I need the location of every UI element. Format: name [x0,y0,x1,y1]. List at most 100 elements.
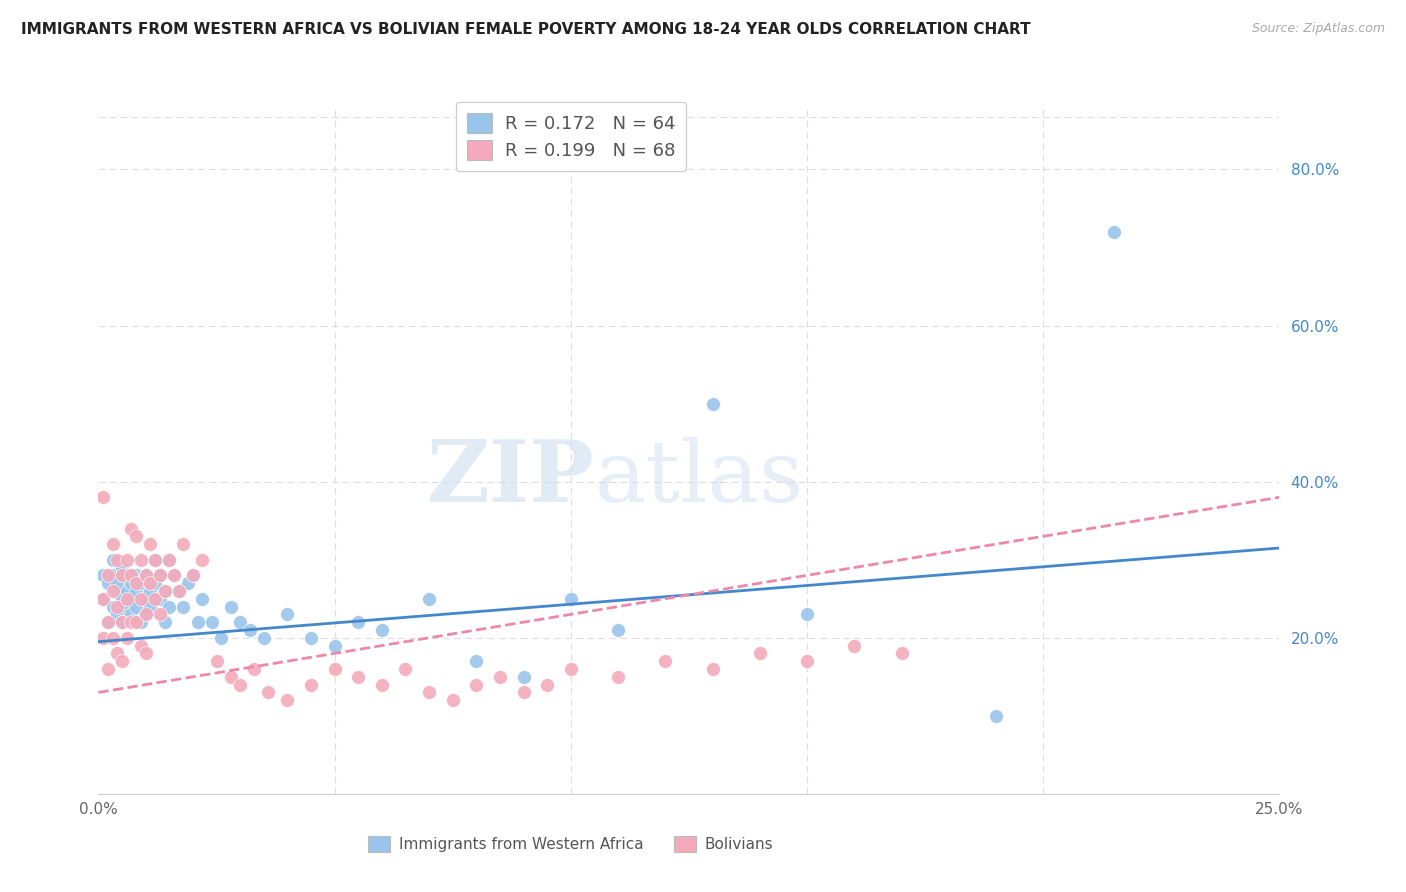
Point [105,552,128,567]
Point [163,568,186,582]
Point [167,583,190,598]
Point [129,591,152,606]
Point [347,670,370,684]
Point [560,591,582,606]
Point [111,560,134,574]
Point [149,607,172,622]
Point [441,693,464,707]
Point [97,615,120,630]
Point [121,607,143,622]
Point [465,678,488,692]
Point [115,631,138,645]
Point [101,599,124,614]
Point [105,583,128,598]
Point [105,607,128,622]
Point [139,576,162,591]
Point [129,639,152,653]
Point [276,693,298,707]
Point [560,662,582,676]
Point [101,552,124,567]
Point [512,685,534,699]
Point [243,662,266,676]
Point [229,615,252,630]
Point [111,654,134,668]
Point [177,576,200,591]
Point [105,646,128,660]
Point [371,678,394,692]
Point [115,583,138,598]
Point [139,599,162,614]
Point [125,576,148,591]
Point [115,591,138,606]
Point [129,552,152,567]
Point [157,552,180,567]
Point [97,576,120,591]
Point [135,646,157,660]
Point [323,639,346,653]
Point [105,599,128,614]
Point [129,615,152,630]
Point [101,631,124,645]
Point [91,591,114,606]
Point [149,568,172,582]
Point [125,568,148,582]
Point [172,599,194,614]
Point [91,490,114,504]
Point [607,623,630,637]
Point [135,568,157,582]
Point [536,678,558,692]
Point [101,537,124,551]
Point [205,654,228,668]
Point [489,670,512,684]
Point [418,685,440,699]
Point [1102,225,1125,239]
Point [121,568,143,582]
Point [299,678,322,692]
Point [153,615,176,630]
Point [143,576,166,591]
Point [748,646,770,660]
Point [984,708,1007,723]
Point [149,591,172,606]
Point [229,678,252,692]
Text: atlas: atlas [595,436,804,519]
Point [135,607,157,622]
Point [121,521,143,535]
Point [167,583,190,598]
Point [844,639,866,653]
Point [157,599,180,614]
Text: IMMIGRANTS FROM WESTERN AFRICA VS BOLIVIAN FEMALE POVERTY AMONG 18-24 YEAR OLDS : IMMIGRANTS FROM WESTERN AFRICA VS BOLIVI… [21,22,1031,37]
Point [796,654,818,668]
Point [702,662,724,676]
Point [253,631,276,645]
Point [239,623,262,637]
Point [139,583,162,598]
Point [111,568,134,582]
Point [125,529,148,543]
Point [257,685,280,699]
Point [97,615,120,630]
Point [172,537,194,551]
Point [607,670,630,684]
Point [135,568,157,582]
Point [91,591,114,606]
Point [153,583,176,598]
Point [512,670,534,684]
Point [191,591,214,606]
Point [276,607,298,622]
Point [219,670,242,684]
Point [371,623,394,637]
Text: ZIP: ZIP [426,436,595,520]
Point [191,552,214,567]
Point [143,591,166,606]
Point [796,607,818,622]
Text: Source: ZipAtlas.com: Source: ZipAtlas.com [1251,22,1385,36]
Point [97,568,120,582]
Point [121,576,143,591]
Point [394,662,416,676]
Point [91,568,114,582]
Point [347,615,370,630]
Point [135,607,157,622]
Point [111,615,134,630]
Point [323,662,346,676]
